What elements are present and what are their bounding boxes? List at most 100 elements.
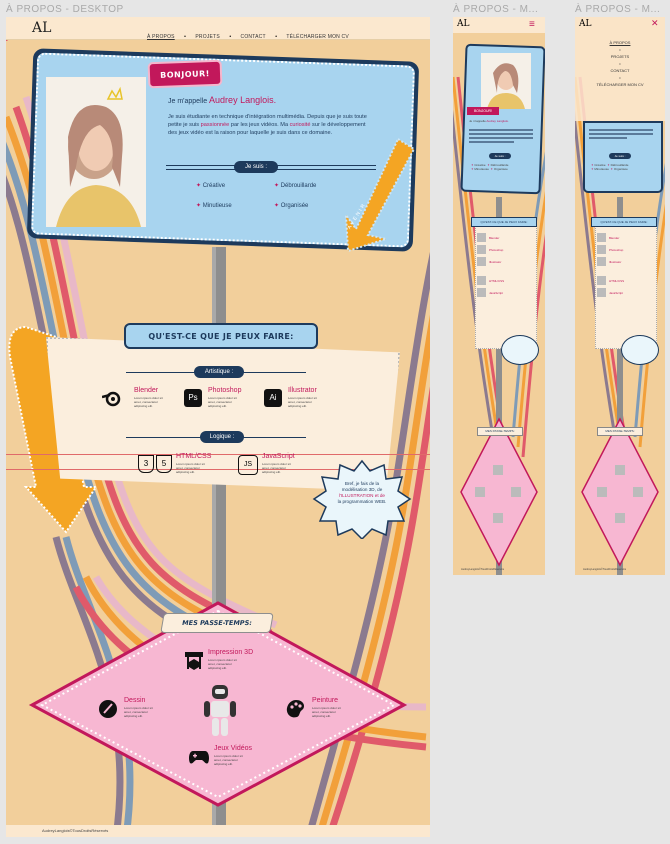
- mobile-header: AL ≡: [453, 17, 545, 33]
- mobile-trait: Organisée: [613, 167, 628, 171]
- mobile-menu-cv[interactable]: TÉLÉCHARGER MON CV: [596, 82, 644, 87]
- nav-a-propos[interactable]: À PROPOS: [147, 34, 175, 40]
- tool-desc: Lorem ipsum dolor sit amet, consectetur …: [288, 396, 317, 408]
- bonjour-badge: BONJOUR!: [147, 59, 223, 89]
- hobby-desc: Lorem ipsum dolor sit amet, consectetur …: [214, 754, 243, 766]
- intro-hl-curiosity: curiosité: [289, 122, 311, 128]
- summary-line-1: Bref, je fais de la: [344, 481, 380, 486]
- photoshop-icon: Ps: [184, 389, 202, 407]
- mobile-skill-name: HTML/CSS: [609, 278, 625, 283]
- mobile-skill-name: Photoshop: [489, 247, 504, 252]
- guide-line: [6, 469, 430, 470]
- intro-text: Je m'appelle Audrey Langlois. Je suis ét…: [168, 95, 368, 137]
- skills-title: QU'EST-CE QUE JE PEUX FAIRE:: [148, 331, 294, 341]
- mobile-skill-name: JavaScript: [609, 290, 624, 295]
- mobile-logo[interactable]: AL: [457, 19, 470, 29]
- tool-name: Illustrator: [288, 387, 317, 394]
- tool-desc: Lorem ipsum dolor sit amet, consectetur …: [176, 462, 205, 474]
- bonjour-text: BONJOUR!: [160, 68, 210, 80]
- intro-para-1: Je suis étudiante en technique d'intégra…: [168, 114, 367, 128]
- printer-icon: [184, 651, 204, 671]
- skills-title-badge: QU'EST-CE QUE JE PEUX FAIRE:: [124, 323, 318, 349]
- hobby-name: Peinture: [312, 697, 339, 704]
- intro-para-3: sur le développement des jeux vidéo est …: [168, 122, 366, 136]
- close-icon[interactable]: ✕: [651, 18, 659, 28]
- artistique-label: Artistique :: [204, 369, 234, 375]
- mobile-skills-title: QU'EST-CE QUE JE PEUX FAIRE:: [591, 217, 657, 227]
- trait-creative: Créative: [202, 183, 226, 189]
- tool-name: JavaScript: [262, 453, 295, 460]
- intro-name: Audrey Langlois.: [209, 95, 277, 105]
- mobile-skill-name: Blender: [609, 235, 620, 240]
- robot-illustration: [204, 685, 236, 736]
- mobile-skills-sign: [595, 223, 657, 349]
- mobile-trait: Créative: [594, 163, 606, 167]
- frame-label-mobile: À PROPOS - M...: [453, 4, 539, 15]
- logique-pill: Logique :: [200, 431, 244, 443]
- hamburger-icon[interactable]: ≡: [529, 19, 535, 30]
- guide-line: [6, 454, 430, 455]
- summary-text: Bref, je fais de la modélisation 3D, de …: [324, 481, 400, 505]
- mobile-menu-a-propos[interactable]: À PROPOS: [609, 40, 631, 45]
- mobile-menu: À PROPOS • PROJETS • CONTACT • TÉLÉCHARG…: [575, 39, 665, 88]
- mobile-trait: Organisée: [493, 167, 508, 171]
- je-suis-pill: Je suis :: [234, 161, 278, 173]
- html-css-icon: 3 5: [138, 455, 172, 473]
- javascript-icon: JS: [238, 455, 258, 475]
- mobile-bonjour: BONJOUR!: [467, 107, 499, 115]
- mobile-trait: Débrouillarde: [490, 163, 509, 167]
- mobile-intro-text: Je m'appelle Audrey Langlois.: [469, 119, 535, 123]
- mobile-skill-name: Blender: [489, 235, 500, 240]
- mobile-footer: AudreyLanglois©TousDroitsRéservés: [461, 568, 504, 571]
- hobbies-title: MES PASSE-TEMPS:: [181, 619, 253, 627]
- mobile-trait: Minutieuse: [594, 167, 609, 171]
- mobile-trait: Minutieuse: [474, 167, 489, 171]
- nav-contact[interactable]: CONTACT: [240, 34, 266, 40]
- mobile-je-suis: Je suis :: [609, 153, 631, 159]
- intro-para-2: par les jeux vidéos. Ma: [230, 122, 289, 128]
- logo[interactable]: AL: [32, 20, 52, 36]
- nav-projets[interactable]: PROJETS: [195, 34, 220, 40]
- summary-line-3: l'ILLUSTRATION et de: [339, 493, 385, 498]
- tool-desc: Lorem ipsum dolor sit amet, consectetur …: [262, 462, 291, 474]
- tool-name: HTML/CSS: [176, 453, 212, 460]
- intro-prefix: Je m'appelle: [168, 98, 208, 105]
- frame-label-mobile-menu: À PROPOS - M...: [575, 4, 661, 15]
- hobby-desc: Lorem ipsum dolor sit amet, consectetur …: [124, 706, 153, 718]
- gamepad-icon: [188, 749, 210, 765]
- tool-desc: Lorem ipsum dolor sit amet, consectetur …: [208, 396, 237, 408]
- mobile-burst: [501, 335, 539, 365]
- tool-name: Blender: [134, 387, 159, 394]
- mobile-menu-contact[interactable]: CONTACT: [610, 68, 630, 73]
- trait-organisee: Organisée: [280, 203, 309, 209]
- summary-burst: [312, 459, 412, 539]
- blender-icon: [101, 389, 122, 407]
- nav-cv[interactable]: TÉLÉCHARGER MON CV: [286, 34, 349, 40]
- site-footer: AudreyLanglois©TousDroitsRéservés: [6, 825, 430, 837]
- trait-debrouillarde: Débrouillarde: [280, 183, 317, 189]
- mobile-traits: ✦ Créative ✦ Débrouillarde ✦ Minutieuse …: [471, 163, 509, 171]
- tool-name: Photoshop: [208, 387, 242, 394]
- illustrator-icon: Ai: [264, 389, 282, 407]
- tool-desc: Lorem ipsum dolor sit amet, consectetur …: [134, 396, 163, 408]
- hobby-desc: Lorem ipsum dolor sit amet, consectetur …: [208, 658, 237, 670]
- mobile-skills-title: QU'EST-CE QUE JE PEUX FAIRE:: [471, 217, 537, 227]
- mobile-menu-projets[interactable]: PROJETS: [610, 54, 630, 59]
- portrait-illustration: [46, 77, 146, 227]
- mobile-burst: [621, 335, 659, 365]
- mobile-trait: Créative: [474, 163, 486, 167]
- intro-hl-passion: passionnée: [200, 122, 230, 128]
- mobile-footer: AudreyLanglois©TousDroitsRéservés: [583, 568, 626, 571]
- hobby-name: Dessin: [124, 697, 146, 704]
- desktop-artboard: AL À PROPOS • PROJETS • CONTACT • TÉLÉCH…: [6, 17, 430, 837]
- drawing-icon: [98, 699, 118, 719]
- footer-copyright: AudreyLanglois©TousDroitsRéservés: [42, 828, 109, 833]
- summary-line-4: la programmation WEB.: [337, 499, 387, 504]
- mobile-je-suis: Je suis :: [489, 153, 511, 159]
- mobile-hobbies-sign: [581, 417, 659, 567]
- mobile-logo[interactable]: AL: [579, 19, 592, 29]
- mobile-skill-name: HTML/CSS: [489, 278, 505, 283]
- hobbies-title-badge: MES PASSE-TEMPS:: [160, 613, 274, 633]
- mobile-skill-list: Blender Photoshop Illustrator HTML/CSS J…: [597, 233, 653, 297]
- mobile-intro-name: Audrey Langlois.: [486, 119, 509, 123]
